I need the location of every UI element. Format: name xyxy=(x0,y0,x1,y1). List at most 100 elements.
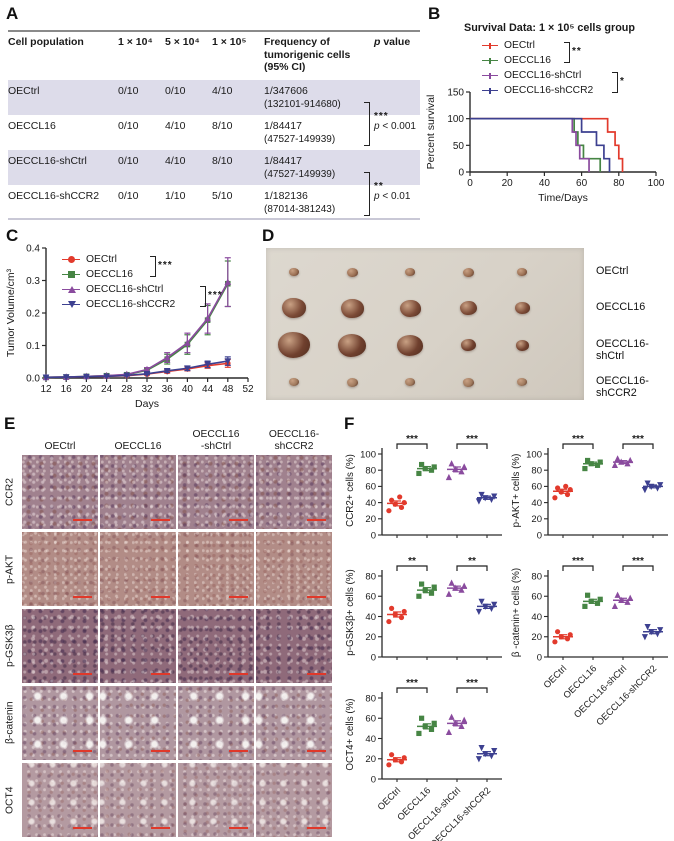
svg-text:***: *** xyxy=(406,678,418,689)
svg-text:**: ** xyxy=(408,556,416,567)
svg-text:OECtrl: OECtrl xyxy=(376,785,403,812)
scatter-plot-ccr2: 0 20 40 60 80 100 CCR2+ cells (%) *** *** xyxy=(345,434,502,541)
scatter-group-OECCL16-shCtrl xyxy=(445,713,468,736)
svg-text:60: 60 xyxy=(531,592,542,603)
svg-text:20: 20 xyxy=(531,514,542,525)
svg-text:***: *** xyxy=(572,556,584,567)
panel-e-label: E xyxy=(4,414,16,433)
table-row: OECCL16-shCCR2 0/10 1/10 5/10 1/182136 (8… xyxy=(8,185,420,220)
table-row: OECCL16 0/10 4/10 8/10 1/84417 (47527-149… xyxy=(8,115,420,150)
legend-line-icon xyxy=(482,72,498,79)
cell: 4/10 xyxy=(212,85,233,97)
ihc-column-header: OECCL16 -shCtrl xyxy=(192,429,240,452)
ihc-image-CCR2-OECCL16-shCtrl xyxy=(178,455,254,529)
tumor-specimen xyxy=(346,267,358,277)
legend-item: OECtrl xyxy=(482,38,672,53)
svg-text:β -catenin+ cells (%): β -catenin+ cells (%) xyxy=(511,568,522,657)
cell: 0/10 xyxy=(165,85,186,97)
panel-a-label: A xyxy=(6,4,19,23)
scatter-group-OECCL16-shCtrl xyxy=(445,579,468,597)
svg-text:***: *** xyxy=(632,434,644,445)
legend-item: OECtrl xyxy=(62,252,252,267)
ihc-image-OCT4-OECCL16-shCtrl xyxy=(178,763,254,837)
frequency-cell: 1/347606 (132101-914680) xyxy=(264,85,341,110)
svg-text:***: *** xyxy=(466,678,478,689)
survival-curve-OECCL16 xyxy=(470,117,602,172)
row-name: OECtrl xyxy=(8,85,40,97)
ihc-image-CCR2-OECCL16-shCCR2 xyxy=(256,455,332,529)
ihc-image-β-catenin-OECCL16 xyxy=(100,686,176,760)
tumor-specimen xyxy=(459,301,477,315)
svg-text:28: 28 xyxy=(121,384,133,395)
tumor-specimen xyxy=(405,378,415,386)
col-header-dose1: 1 × 10⁴ xyxy=(118,36,153,48)
ihc-image-OCT4-OECCL16-shCCR2 xyxy=(256,763,332,837)
legend-item: OECCL16-shCCR2 xyxy=(62,297,252,312)
tumor-specimen xyxy=(517,268,527,276)
svg-text:40: 40 xyxy=(365,498,376,509)
svg-text:OECtrl: OECtrl xyxy=(542,663,569,690)
cell: 0/10 xyxy=(118,85,139,97)
legend-marker-icon xyxy=(62,285,80,293)
ihc-row-label: p-AKT xyxy=(4,554,16,584)
photo-row-label: OECCL16-shCtrl xyxy=(596,338,649,362)
tumor-specimen xyxy=(405,268,415,276)
scatter-group-OECCL16-shCCR2 xyxy=(641,624,664,641)
svg-text:80: 80 xyxy=(365,693,376,704)
svg-text:40: 40 xyxy=(531,612,542,623)
sig-bracket xyxy=(612,72,618,93)
legend-marker-icon xyxy=(62,255,80,263)
svg-text:OECCL16-shCtrl: OECCL16-shCtrl xyxy=(572,663,628,719)
svg-text:0: 0 xyxy=(458,168,464,179)
survival-legend: OECtrl OECCL16 OECCL16-shCtrl OECCL16-shCCR… xyxy=(482,38,672,98)
tumor-specimen xyxy=(514,302,530,314)
svg-text:12: 12 xyxy=(40,384,52,395)
svg-text:0: 0 xyxy=(467,178,473,189)
svg-text:80: 80 xyxy=(531,466,542,477)
ihc-column-header: OECCL16- shCCR2 xyxy=(268,429,320,452)
tumor-photo xyxy=(266,248,584,400)
svg-text:80: 80 xyxy=(531,571,542,582)
scatter-group-OECCL16-shCtrl xyxy=(611,455,634,468)
panel-b-label: B xyxy=(428,4,441,23)
cell: 0/10 xyxy=(118,155,139,167)
svg-text:p-AKT+ cells (%): p-AKT+ cells (%) xyxy=(511,454,522,528)
ihc-image-p-AKT-OECCL16-shCCR2 xyxy=(256,532,332,606)
sig-bracket xyxy=(564,42,570,63)
sig-stars: *** xyxy=(208,289,223,301)
svg-text:OCT4+ cells (%): OCT4+ cells (%) xyxy=(345,698,356,770)
ihc-image-CCR2-OECCL16 xyxy=(100,455,176,529)
scatter-group-OECtrl xyxy=(386,752,407,768)
cell: 1/10 xyxy=(165,190,186,202)
svg-text:100: 100 xyxy=(648,178,665,189)
tumor-specimen xyxy=(462,377,474,387)
svg-text:OECCL16-shCtrl: OECCL16-shCtrl xyxy=(406,785,462,841)
tumor-specimen xyxy=(278,332,310,358)
svg-text:***: *** xyxy=(632,556,644,567)
legend-item: OECCL16-shCtrl xyxy=(482,68,672,83)
svg-text:0.2: 0.2 xyxy=(26,309,40,320)
svg-text:0.1: 0.1 xyxy=(26,341,40,352)
sig-bracket xyxy=(364,102,370,146)
table-row: OECtrl 0/10 0/10 4/10 1/347606 (132101-91… xyxy=(8,80,420,115)
panel-c-label: C xyxy=(6,226,19,245)
legend-line-icon xyxy=(482,57,498,64)
scale-bar xyxy=(73,827,92,829)
survival-curve-OECtrl xyxy=(470,117,624,172)
svg-text:20: 20 xyxy=(365,632,376,643)
scale-bar xyxy=(229,596,248,598)
svg-text:0.0: 0.0 xyxy=(26,374,40,385)
svg-text:40: 40 xyxy=(365,612,376,623)
col-header-dose2: 5 × 10⁴ xyxy=(165,36,200,48)
svg-text:20: 20 xyxy=(502,178,514,189)
photo-row-label: OECtrl xyxy=(596,265,629,277)
legend-item: OECCL16 xyxy=(482,53,672,68)
legend-item: OECCL16-shCCR2 xyxy=(482,83,672,98)
legend-marker-icon xyxy=(62,270,80,278)
scale-bar xyxy=(73,596,92,598)
panel-f-label: F xyxy=(344,414,355,433)
frequency-cell: 1/182136 (87014-381243) xyxy=(264,190,336,215)
scatter-plot-p-akt: 0 20 40 60 80 100 p-AKT+ cells (%) *** *** xyxy=(511,434,668,541)
